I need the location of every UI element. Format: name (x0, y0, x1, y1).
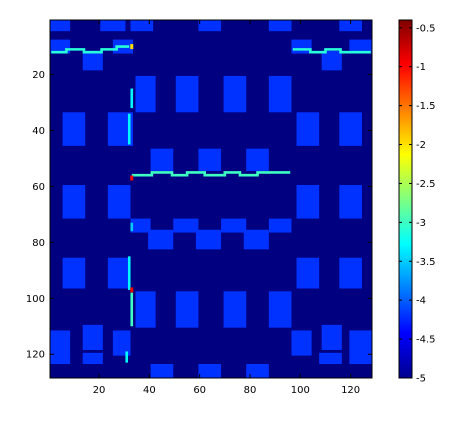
heatmap-block (321, 50, 342, 71)
heatmap-block (319, 352, 342, 365)
colorbar-tick-label: -3 (416, 218, 426, 229)
heatmap-hot-spot (130, 175, 134, 181)
heatmap-block (246, 364, 269, 378)
heatmap-block (296, 112, 320, 146)
heatmap-block (291, 39, 312, 54)
heatmap-block (150, 364, 174, 378)
heatmap-block (246, 148, 269, 172)
heatmap-block (296, 185, 320, 219)
heatmap-line (131, 171, 291, 177)
heatmap-block (268, 75, 292, 113)
heatmap-block (50, 352, 71, 365)
heatmap-block (107, 257, 131, 289)
heatmap-line (292, 48, 371, 54)
heatmap-block (135, 291, 156, 328)
heatmap-block (198, 20, 222, 32)
heatmap-block (268, 291, 292, 328)
heatmap-block (339, 112, 362, 146)
heatmap-block (349, 39, 372, 54)
heatmap-lines (51, 44, 371, 363)
heatmap-block (62, 112, 86, 146)
heatmap-block (173, 218, 199, 233)
heatmap-block (268, 20, 292, 32)
heatmap-block (100, 20, 126, 32)
heatmap-block (291, 330, 312, 356)
heatmap-block (198, 364, 222, 378)
axis-ticks: 20 40 60 80 100 120 20 40 60 80 100 120 (26, 20, 372, 396)
heatmap-block (349, 330, 372, 356)
heatmap-block (349, 352, 372, 365)
heatmap-block (150, 148, 174, 172)
colorbar-tick-label: -4.5 (416, 335, 436, 346)
heatmap-block (82, 50, 103, 71)
plot-frame (49, 19, 373, 379)
heatmap-block (175, 291, 199, 328)
heatmap-block (148, 229, 174, 250)
x-tick-label: 40 (143, 385, 156, 396)
heatmap-block (50, 20, 71, 32)
colorbar (398, 19, 413, 379)
colorbar-tick-label: -5 (416, 374, 426, 385)
y-tick-label: 80 (32, 238, 45, 249)
heatmap-plot-area (50, 20, 372, 378)
colorbar-tick-label: -3.5 (416, 257, 436, 268)
y-tick-label: 120 (26, 350, 45, 361)
x-tick-label: 60 (193, 385, 206, 396)
x-tick-label: 120 (341, 385, 360, 396)
heatmap-block (339, 257, 362, 289)
heatmap-hot-spot (130, 44, 134, 50)
heatmap-line (51, 45, 130, 54)
y-tick-label: 40 (32, 126, 45, 137)
colorbar-tick-label: -2.5 (416, 179, 436, 190)
heatmap-block (107, 185, 131, 219)
heatmap-block (130, 20, 154, 32)
heatmap-block (82, 324, 103, 351)
heatmap-block (223, 75, 247, 113)
x-tick-label: 100 (291, 385, 310, 396)
heatmap-block (82, 352, 103, 365)
heatmap-block (198, 148, 222, 172)
heatmap-block (112, 330, 131, 356)
heatmap-block (223, 291, 247, 328)
heatmap-block (62, 257, 86, 289)
heatmap-block (339, 185, 362, 219)
x-tick-label: 80 (244, 385, 257, 396)
heatmap-block (221, 218, 247, 233)
colorbar-tick-label: -2 (416, 140, 426, 151)
heatmap-block (135, 75, 156, 113)
colorbar-tick-label: -1 (416, 62, 426, 73)
colorbar-ticks: -0.5 -1 -1.5 -2 -2.5 -3 -3.5 -4 -4.5 -5 (399, 23, 436, 385)
heatmap-block (243, 229, 269, 250)
heatmap-block (268, 218, 292, 233)
y-tick-label: 20 (32, 70, 45, 81)
y-tick-label: 60 (32, 182, 45, 193)
heatmap-block (339, 20, 362, 32)
colorbar-tick-label: -1.5 (416, 101, 436, 112)
heatmap-block (296, 257, 320, 289)
heatmap-hot-spot (130, 287, 134, 293)
colorbar-tick-label: -0.5 (416, 23, 436, 34)
heatmap-block (62, 185, 86, 219)
colorbar-tick-label: -4 (416, 296, 426, 307)
y-tick-label: 100 (26, 294, 45, 305)
x-tick-label: 20 (93, 385, 106, 396)
heatmap-block (130, 218, 151, 233)
heatmap-block (50, 330, 71, 356)
heatmap-block (195, 229, 222, 250)
heatmap-block (175, 75, 199, 113)
heatmap-block (321, 324, 342, 351)
